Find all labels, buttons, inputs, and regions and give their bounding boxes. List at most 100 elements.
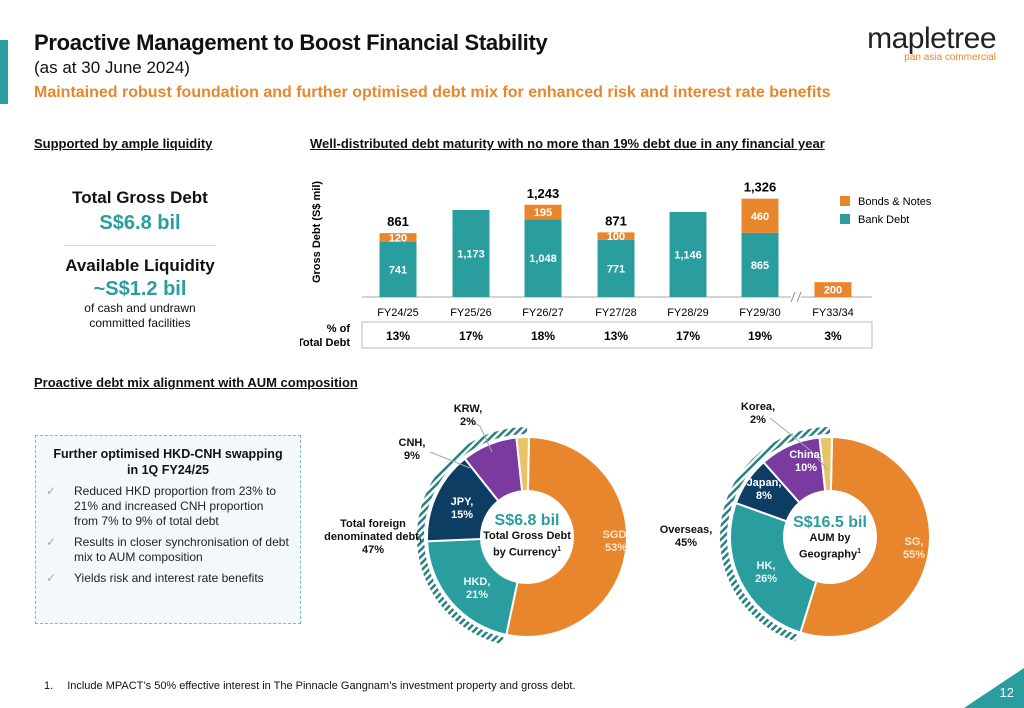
logo-sub: pan asia commercial — [904, 52, 996, 63]
accent-bar — [0, 40, 8, 104]
y-axis-label: Gross Debt (S$ mil) — [311, 181, 323, 283]
bar-bank — [741, 232, 779, 297]
maturity-section-title: Well-distributed debt maturity with no m… — [310, 136, 825, 151]
callout-bullet: ✓ Yields risk and interest rate benefits — [46, 571, 290, 586]
bar-value-label: 200 — [824, 285, 842, 297]
leader-line-krw — [467, 419, 493, 453]
pct-of-total: 13% — [604, 329, 628, 343]
pct-row-box — [361, 321, 873, 349]
x-tick-label: FY24/25 — [377, 307, 419, 319]
bar-bank — [597, 239, 635, 297]
legend-swatch — [840, 214, 850, 224]
bar-total-label: 1,243 — [527, 186, 560, 201]
legend-label: Bonds & Notes — [858, 196, 932, 208]
label-krw: KRW, 2% — [453, 403, 483, 428]
label-sg: SG, 55% — [902, 536, 926, 561]
callout-heading-1: Further optimised HKD-CNH swapping — [53, 447, 283, 461]
liquidity-label: Available Liquidity — [65, 256, 215, 275]
liquidity-note-1: of cash and undrawn — [84, 301, 196, 315]
bar-value-label: 120 — [389, 233, 407, 245]
x-tick-label: FY33/34 — [812, 307, 854, 319]
page-subtitle: (as at 30 June 2024) — [34, 58, 190, 77]
bar-value-label: 1,048 — [529, 253, 557, 265]
label-japan: Japan, 8% — [746, 477, 782, 502]
pct-row-label: % of — [327, 323, 351, 335]
legend-swatch — [840, 196, 850, 206]
callout-bullet: ✓ Reduced HKD proportion from 23% to 21% … — [46, 484, 290, 529]
donut-slice-sg — [799, 435, 931, 638]
bar-bonds — [814, 282, 852, 297]
bar-bonds — [524, 204, 562, 220]
bar-bonds — [741, 198, 779, 233]
debt-label: Total Gross Debt — [72, 188, 208, 207]
mix-section-title: Proactive debt mix alignment with AUM co… — [34, 375, 358, 390]
bar-total-label: 1,326 — [744, 180, 777, 195]
bar-value-label: 100 — [607, 231, 625, 243]
bar-bank — [452, 209, 490, 297]
axis-break-mark — [790, 291, 802, 303]
x-tick-label: FY26/27 — [522, 307, 564, 319]
donut-slice-sgd — [505, 435, 628, 638]
label-jpy: JPY, 15% — [450, 496, 474, 521]
donut-slice-hkd — [426, 537, 519, 637]
label-cnh: CNH, 9% — [398, 437, 426, 462]
callout-heading: Further optimised HKD-CNH swapping in 1Q … — [46, 446, 290, 478]
label-china: China, 10% — [789, 449, 823, 474]
bar-bonds — [379, 233, 417, 243]
page-title: Proactive Management to Boost Financial … — [34, 30, 548, 55]
legend-label: Bank Debt — [858, 214, 909, 226]
debt-maturity-chart: Gross Debt (S$ mil) 741 120 861 FY24/25 13% 1,… — [300, 180, 932, 349]
bar-value-label: 460 — [751, 211, 769, 223]
center-value: S$6.8 bil — [494, 512, 560, 529]
check-icon: ✓ — [46, 484, 57, 498]
liquidity-section-title: Supported by ample liquidity — [34, 136, 213, 151]
check-icon: ✓ — [46, 535, 57, 549]
liquidity-value: ~S$1.2 bil — [93, 278, 187, 300]
bar-total-label: 861 — [387, 214, 409, 229]
pct-of-total: 13% — [386, 329, 410, 343]
x-tick-label: FY25/26 — [450, 307, 492, 319]
axis-break — [791, 291, 801, 303]
page-number: 12 — [999, 685, 1014, 700]
x-tick-label: FY28/29 — [667, 307, 709, 319]
label-overseas: Overseas, 45% — [659, 524, 713, 549]
corner-accent — [964, 668, 1024, 708]
bar-total-label: 871 — [605, 213, 627, 228]
donut-slice-hk — [729, 501, 818, 634]
bar-bank — [379, 242, 417, 297]
bar-bank — [669, 211, 707, 297]
callout-box: Further optimised HKD-CNH swapping in 1Q … — [35, 435, 301, 624]
bar-value-label: 195 — [534, 207, 552, 219]
pct-of-total: 17% — [459, 329, 483, 343]
label-korea: Korea, 2% — [740, 401, 776, 426]
bar-bank — [524, 219, 562, 297]
label-foreign-total: Total foreign denominated debt, 47% — [324, 518, 422, 556]
bar-value-label: 741 — [389, 265, 407, 277]
donut-slice-krw — [515, 436, 531, 493]
label-hk: HK, 26% — [754, 560, 778, 585]
bar-value-label: 771 — [607, 263, 625, 275]
leader-line-cnh — [429, 451, 471, 469]
pct-of-total: 19% — [748, 329, 772, 343]
currency-center: S$6.8 bil Total Gross Debt by Currency1 — [477, 512, 577, 560]
liquidity-panel: Total Gross Debt S$6.8 bil Available Liq… — [40, 188, 240, 331]
pct-of-total: 17% — [676, 329, 700, 343]
donut-slice-korea — [818, 436, 834, 493]
pct-of-total: 18% — [531, 329, 555, 343]
bullet-text: Reduced HKD proportion from 23% to 21% a… — [74, 484, 277, 528]
pct-of-total: 3% — [824, 329, 842, 343]
bullet-text: Results in closer synchronisation of deb… — [74, 535, 289, 564]
bar-bonds — [597, 232, 635, 240]
callout-heading-2: in 1Q FY24/25 — [127, 463, 209, 477]
check-icon: ✓ — [46, 571, 57, 585]
center-label: AUM by Geography1 — [799, 532, 861, 561]
bar-value-label: 865 — [751, 260, 769, 272]
logo-word: mapletree — [867, 22, 996, 55]
callout-bullet: ✓ Results in closer synchronisation of de… — [46, 535, 290, 565]
debt-value: S$6.8 bil — [99, 212, 181, 234]
bullet-text: Yields risk and interest rate benefits — [74, 571, 264, 585]
pct-row-label: Total Debt — [300, 337, 350, 349]
center-value: S$16.5 bil — [793, 514, 867, 531]
tagline: Maintained robust foundation and further… — [34, 84, 831, 101]
center-label: Total Gross Debt by Currency1 — [483, 530, 571, 559]
